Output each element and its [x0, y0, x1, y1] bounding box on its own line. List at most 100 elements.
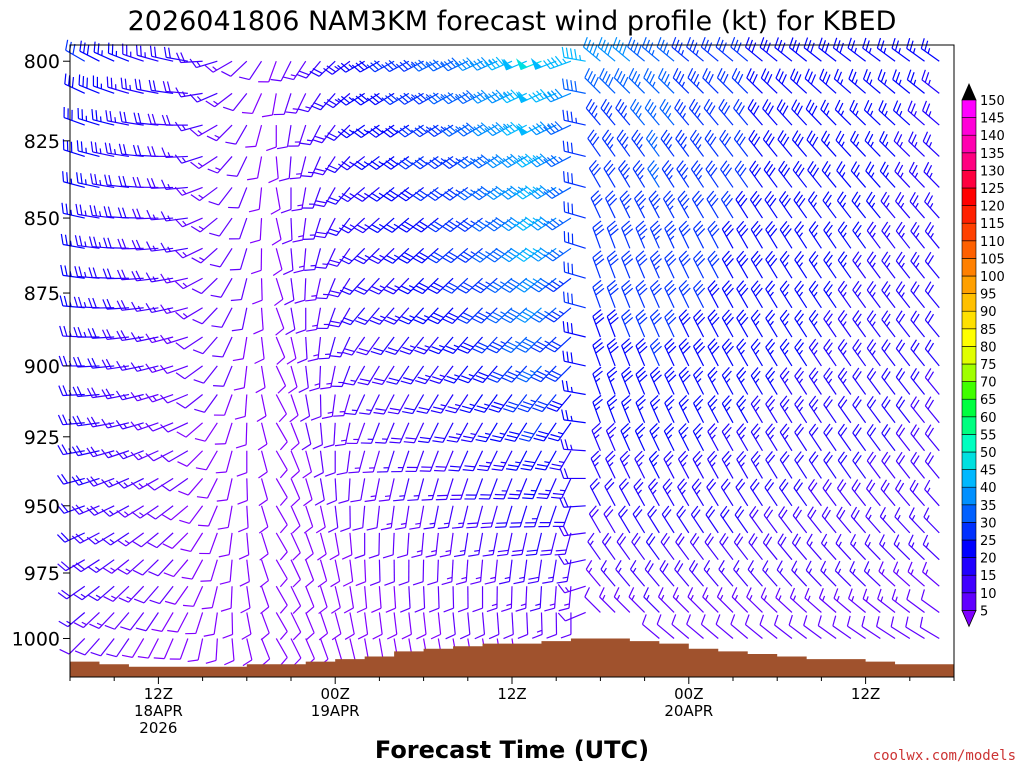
barb-feather	[500, 461, 506, 464]
barb-feather	[429, 127, 439, 135]
barb-feather	[182, 251, 188, 257]
barb-feather	[86, 536, 96, 545]
barb-shaft	[157, 559, 174, 577]
barb-feather	[663, 73, 670, 84]
wind-barb	[606, 220, 619, 249]
barb-feather	[602, 594, 606, 601]
barb-shaft	[353, 365, 366, 386]
barb-feather	[460, 345, 471, 351]
barb-shaft	[866, 347, 881, 367]
barb-feather	[403, 377, 414, 382]
barb-feather	[671, 614, 677, 625]
barb-feather	[638, 113, 642, 119]
wind-barb	[278, 156, 292, 182]
barb-feather	[777, 130, 784, 140]
barb-shaft	[821, 542, 837, 561]
barb-shaft	[405, 155, 424, 170]
barb-shaft	[789, 597, 808, 613]
barb-feather	[484, 403, 490, 407]
barb-feather	[484, 160, 494, 169]
wind-barb	[792, 506, 808, 534]
barb-feather	[866, 221, 874, 231]
barb-feather	[326, 382, 332, 385]
barb-feather	[440, 161, 450, 169]
wind-barb	[396, 155, 424, 170]
wind-barb	[866, 367, 881, 395]
barb-feather	[570, 415, 573, 422]
barb-feather	[108, 143, 112, 154]
barb-feather	[101, 508, 111, 517]
barb-feather	[445, 345, 457, 351]
barb-feather	[131, 240, 138, 251]
barb-feather	[840, 110, 845, 116]
barb-feather	[869, 284, 877, 294]
barb-feather	[502, 157, 512, 166]
barb-feather	[649, 366, 659, 375]
barb-feather	[647, 102, 654, 112]
wind-barb	[318, 586, 328, 615]
barb-feather	[389, 441, 401, 444]
wind-barb	[837, 367, 852, 395]
barb-feather	[311, 139, 323, 144]
wind-barb	[597, 36, 616, 62]
barb-feather	[804, 68, 810, 79]
wind-barb	[76, 172, 100, 189]
barb-feather	[792, 595, 797, 601]
barb-feather	[619, 73, 626, 84]
barb-shaft	[535, 532, 543, 555]
wind-barb	[592, 309, 605, 338]
barb-shaft	[183, 336, 203, 350]
barb-feather	[428, 607, 440, 613]
barb-feather	[138, 453, 143, 459]
wind-barb	[86, 416, 115, 428]
barb-feather	[707, 536, 714, 546]
barb-shaft	[417, 478, 425, 500]
barb-feather	[529, 223, 539, 231]
barb-feather	[503, 91, 508, 97]
barb-feather	[619, 132, 627, 143]
barb-feather	[472, 607, 483, 613]
wind-barb	[145, 450, 174, 462]
barb-feather	[469, 160, 479, 169]
barb-feather	[536, 629, 543, 633]
barb-shaft	[505, 505, 513, 528]
barb-feather	[811, 284, 819, 294]
wind-barb	[794, 221, 808, 249]
barb-feather	[781, 194, 789, 204]
wind-barb	[323, 422, 336, 449]
barb-feather	[480, 89, 490, 99]
barb-feather	[105, 388, 112, 399]
barb-feather	[549, 403, 560, 409]
barb-feather	[852, 310, 860, 320]
barb-feather	[723, 370, 732, 380]
wind-barb	[601, 532, 616, 561]
barb-feather	[721, 423, 730, 432]
barb-feather	[636, 426, 646, 436]
barb-feather	[740, 378, 745, 384]
wind-barb	[177, 450, 204, 467]
barb-feather	[115, 420, 124, 430]
barb-feather	[645, 532, 653, 543]
barb-shaft	[631, 138, 646, 157]
barb-feather	[609, 317, 619, 325]
barb-feather	[57, 475, 64, 485]
barb-shaft	[154, 477, 174, 491]
barb-feather	[108, 451, 113, 457]
barb-feather	[664, 338, 673, 347]
barb-feather	[822, 191, 830, 201]
barb-feather	[291, 208, 303, 212]
wind-barb	[794, 395, 808, 424]
barb-feather	[383, 257, 394, 264]
barb-feather	[176, 401, 186, 409]
barb-feather	[326, 499, 337, 506]
barb-feather	[60, 561, 70, 570]
barb-feather	[624, 258, 634, 267]
barb-feather	[618, 505, 626, 515]
barb-feather	[524, 338, 535, 345]
wind-barb	[562, 140, 586, 158]
barb-feather	[463, 342, 474, 348]
barb-feather	[306, 139, 313, 142]
wind-barb	[90, 141, 115, 158]
barb-feather	[740, 287, 749, 297]
barb-feather	[315, 266, 326, 269]
